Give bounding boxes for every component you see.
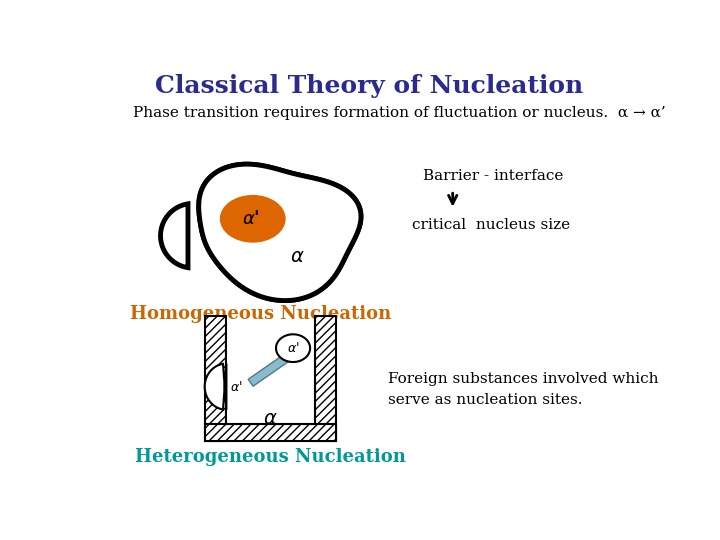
Text: $\alpha$': $\alpha$' [243, 210, 260, 228]
Text: Barrier - interface: Barrier - interface [423, 170, 564, 184]
Text: Foreign substances involved which: Foreign substances involved which [388, 372, 659, 386]
Polygon shape [248, 344, 304, 386]
Bar [204, 316, 226, 441]
Polygon shape [204, 363, 226, 410]
Text: serve as nucleation sites.: serve as nucleation sites. [388, 393, 583, 407]
Text: Classical Theory of Nucleation: Classical Theory of Nucleation [155, 75, 583, 98]
Text: $\alpha$: $\alpha$ [290, 248, 305, 266]
Bar [226, 333, 315, 423]
Bar [315, 316, 336, 441]
Polygon shape [276, 334, 310, 362]
Polygon shape [199, 164, 361, 301]
Text: critical  nucleus size: critical nucleus size [412, 218, 570, 232]
Text: $\alpha$': $\alpha$' [230, 380, 243, 394]
Polygon shape [161, 204, 188, 268]
Text: $\alpha$: $\alpha$ [264, 410, 278, 428]
Text: $\alpha$': $\alpha$' [287, 341, 300, 355]
Text: Phase transition requires formation of fluctuation or nucleus.  α → α’: Phase transition requires formation of f… [132, 105, 665, 119]
Text: Homogeneous Nucleation: Homogeneous Nucleation [130, 305, 391, 322]
Ellipse shape [220, 195, 286, 242]
Bar [204, 423, 336, 441]
Text: Heterogeneous Nucleation: Heterogeneous Nucleation [135, 449, 406, 467]
Polygon shape [199, 164, 361, 301]
